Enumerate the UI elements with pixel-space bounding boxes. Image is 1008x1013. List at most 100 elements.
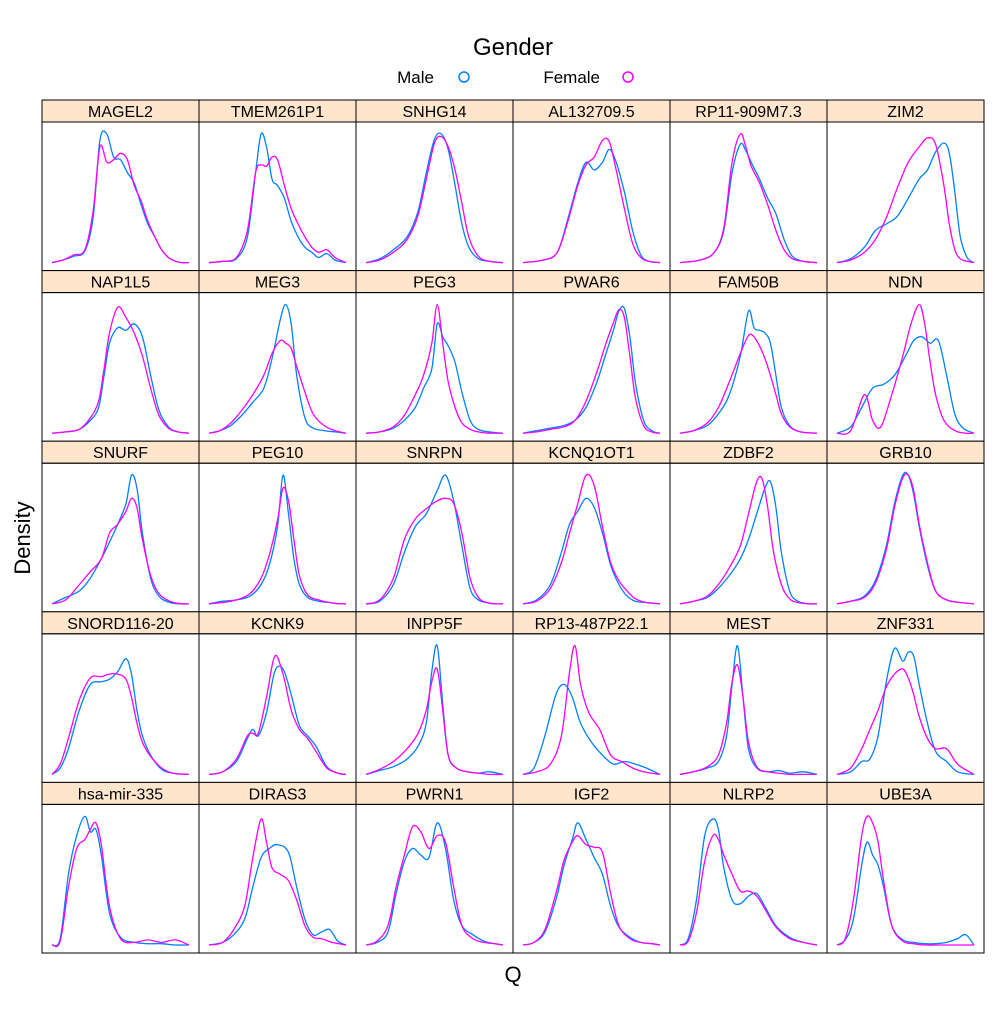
density-line-male [522,497,661,605]
density-line-female [836,815,974,946]
density-line-female [836,136,975,264]
density-line-male [365,322,504,434]
panel-kcnk9: KCNK9 [198,611,357,783]
panel-frame [41,803,200,954]
strip-label: ZNF331 [877,616,935,633]
panel-inpp5f: INPP5F [355,611,514,783]
legend-label-female: Female [543,68,600,87]
panel-frame [826,121,985,272]
panel-grb10: GRB10 [826,440,985,613]
panel-frame [355,462,514,613]
density-line-female [365,497,504,605]
strip-label: RP13-487P22.1 [535,616,649,633]
strip-label: KCNQ1OT1 [548,445,634,462]
density-line-male [365,132,504,264]
panel-frame [198,462,357,613]
panel-frame [669,121,828,272]
panel-frame [512,121,671,272]
strip-label: RP11-909M7.3 [695,104,802,121]
y-axis-label: Density [10,501,35,574]
density-line-male [836,647,975,776]
density-line-male [679,818,818,946]
panel-fam50b: FAM50B [669,270,828,442]
density-line-female [522,137,661,264]
panel-znf331: ZNF331 [826,611,985,783]
density-line-female [522,473,661,605]
density-line-female [679,475,818,605]
panel-frame [512,803,671,954]
density-line-male [522,683,661,776]
strip-label: DIRAS3 [249,786,307,803]
strip-label: NAP1L5 [91,275,151,292]
density-line-male [208,843,347,946]
panel-frame [512,292,671,442]
density-line-female [836,303,975,435]
strip-label: PWRN1 [406,786,464,803]
panel-rp11-909m7-3: RP11-909M7.3 [669,99,828,272]
density-line-male [51,815,190,947]
density-line-female [208,339,347,434]
panel-zdbf2: ZDBF2 [669,440,828,613]
density-line-male [365,474,504,605]
density-line-female [365,135,504,264]
density-line-male [208,665,347,776]
density-line-female [679,664,817,776]
panel-frame [198,292,357,442]
panel-frame [512,462,671,613]
panel-nlrp2: NLRP2 [669,781,828,954]
density-line-female [679,333,818,434]
panel-frame [669,292,828,442]
strip-label: SNORD116-20 [67,616,174,633]
density-line-male [522,305,661,434]
density-line-male [679,479,818,605]
strip-label: KCNK9 [251,616,304,633]
panel-mest: MEST [669,611,828,783]
strip-label: NDN [888,275,923,292]
legend-label-male: Male [397,68,434,87]
legend: Gender Male Female [397,34,634,87]
panel-snhg14: SNHG14 [355,99,514,272]
density-line-male [51,473,190,605]
density-line-male [51,658,190,776]
panel-peg3: PEG3 [355,270,514,442]
strip-label: PEG3 [413,275,456,292]
density-line-female [522,308,661,434]
panel-frame [198,803,357,954]
density-line-female [365,667,504,776]
panel-frame [669,803,828,954]
strip-label: ZDBF2 [723,445,774,462]
strip-label: hsa-mir-335 [78,786,163,803]
density-line-male [836,841,975,946]
panel-frame [826,803,985,954]
panel-magel2: MAGEL2 [41,99,200,272]
density-line-male [836,142,975,264]
panel-diras3: DIRAS3 [198,781,357,954]
density-line-female [522,645,661,776]
density-line-female [836,668,975,776]
panels-grid: MAGEL2 TMEM261P1 SNHG14 AL132709.5 RP11-909M… [41,99,985,954]
legend-marker-male [458,71,470,83]
density-line-male [51,130,190,264]
density-line-female [51,144,190,264]
strip-label: INPP5F [406,616,462,633]
density-line-male [208,474,347,605]
strip-label: AL132709.5 [548,104,634,121]
strip-label: ZIM2 [887,104,924,121]
density-line-male [208,303,347,434]
strip-label: SNHG14 [402,104,466,121]
panel-frame [512,633,671,783]
panel-meg3: MEG3 [198,270,357,442]
density-line-female [208,486,347,605]
strip-label: IGF2 [574,786,610,803]
strip-label: MEST [726,616,771,633]
density-line-male [365,644,504,776]
density-line-female [51,497,190,605]
panel-snord116-20: SNORD116-20 [41,611,200,783]
density-line-female [679,833,818,946]
strip-label: NLRP2 [723,786,775,803]
density-line-male [522,148,661,264]
panel-kcnq1ot1: KCNQ1OT1 [512,440,671,613]
density-line-female [208,654,347,776]
